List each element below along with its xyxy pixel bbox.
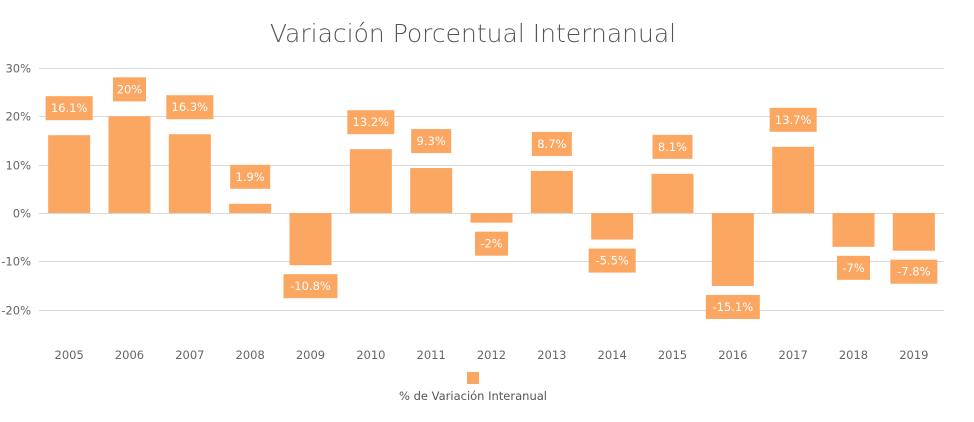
data-label-text: 13.2% <box>353 115 390 129</box>
data-label-box <box>837 255 870 280</box>
data-label-text: -5.5% <box>595 254 628 268</box>
x-tick-label: 2009 <box>296 348 325 362</box>
data-label-box <box>890 259 938 284</box>
bar[interactable] <box>892 213 935 251</box>
chart-title: Variación Porcentual Internanual <box>270 19 676 48</box>
data-label-text: -15.1% <box>712 300 753 314</box>
data-label: 13.7% <box>769 107 817 132</box>
data-label: -2% <box>475 231 508 256</box>
x-tick-label: 2007 <box>175 348 204 362</box>
data-label-text: -10.8% <box>290 279 331 293</box>
x-tick-label: 2016 <box>718 348 747 362</box>
data-label-text: 20% <box>117 82 143 96</box>
bar[interactable] <box>591 213 634 240</box>
data-label-text: -2% <box>480 237 502 251</box>
data-label-text: -7.8% <box>897 265 930 279</box>
data-label-box <box>475 231 508 256</box>
bar[interactable] <box>168 134 211 213</box>
data-label: -5.5% <box>588 248 636 273</box>
data-label-box <box>411 129 452 154</box>
data-label-box <box>652 134 693 159</box>
data-label: 13.2% <box>347 110 395 135</box>
bar[interactable] <box>229 203 272 213</box>
bar[interactable] <box>349 149 392 213</box>
data-label-text: 8.7% <box>537 137 566 151</box>
bar[interactable] <box>530 170 573 213</box>
data-label: 16.3% <box>166 95 214 120</box>
x-tick-label: 2019 <box>899 348 928 362</box>
x-tick-label: 2006 <box>115 348 144 362</box>
x-tick-label: 2005 <box>55 348 84 362</box>
y-tick-label: 30% <box>5 62 31 76</box>
data-label-box <box>113 77 146 102</box>
x-tick-label: 2011 <box>417 348 446 362</box>
data-label: -10.8% <box>283 274 338 299</box>
y-tick-label: 20% <box>5 110 31 124</box>
bar-series <box>48 116 935 286</box>
y-tick-label: -20% <box>1 304 31 318</box>
data-label-box <box>705 294 760 319</box>
data-label-text: 9.3% <box>417 134 446 148</box>
data-label-box <box>531 131 572 156</box>
bar[interactable] <box>772 146 815 213</box>
data-label-box <box>45 96 93 121</box>
data-label-text: 1.9% <box>236 170 265 184</box>
data-label-text: 13.7% <box>775 113 812 127</box>
bar[interactable] <box>108 116 151 213</box>
legend-label[interactable]: % de Variación Interanual <box>399 389 547 403</box>
data-label: 1.9% <box>230 164 271 189</box>
data-label-text: 8.1% <box>658 140 687 154</box>
data-label: -15.1% <box>705 294 760 319</box>
x-axis-ticks: 2005 2006 2007 2008 2009 2010 2011 2012 2013 2014… <box>55 348 929 362</box>
data-label-box <box>230 164 271 189</box>
x-tick-label: 2014 <box>598 348 627 362</box>
data-labels: 16.1% 20% 16.3% 1.9% -10.8% 13.2% 9.3% -2% 8.7% -… <box>45 77 938 319</box>
x-tick-label: 2008 <box>236 348 265 362</box>
y-tick-label: 0% <box>13 207 31 221</box>
x-tick-label: 2015 <box>658 348 687 362</box>
data-label: 8.7% <box>531 131 572 156</box>
x-tick-label: 2013 <box>537 348 566 362</box>
data-label-box <box>283 274 338 299</box>
data-label-box <box>769 107 817 132</box>
bar[interactable] <box>289 213 332 266</box>
data-label: -7.8% <box>890 259 938 284</box>
y-tick-label: 10% <box>5 159 31 173</box>
data-label: 20% <box>113 77 146 102</box>
data-label-text: -7% <box>842 261 864 275</box>
legend[interactable]: % de Variación Interanual <box>399 372 547 403</box>
bar[interactable] <box>470 213 513 223</box>
bar[interactable] <box>832 213 875 247</box>
data-label-box <box>588 248 636 273</box>
x-tick-label: 2018 <box>839 348 868 362</box>
bar[interactable] <box>48 135 91 213</box>
data-label: 9.3% <box>411 129 452 154</box>
data-label: 16.1% <box>45 96 93 121</box>
data-label: 8.1% <box>652 134 693 159</box>
y-axis-ticks: 30% 20% 10% 0% -10% -20% <box>1 62 31 318</box>
data-label: -7% <box>837 255 870 280</box>
bar[interactable] <box>651 173 694 213</box>
data-label-box <box>347 110 395 135</box>
data-label-text: 16.1% <box>51 101 88 115</box>
x-tick-label: 2010 <box>356 348 385 362</box>
data-label-box <box>166 95 214 120</box>
x-tick-label: 2012 <box>477 348 506 362</box>
y-tick-label: -10% <box>1 255 31 269</box>
x-tick-label: 2017 <box>779 348 808 362</box>
legend-swatch[interactable] <box>467 372 479 384</box>
bar[interactable] <box>410 168 453 213</box>
bar[interactable] <box>711 213 754 286</box>
data-label-text: 16.3% <box>172 100 209 114</box>
